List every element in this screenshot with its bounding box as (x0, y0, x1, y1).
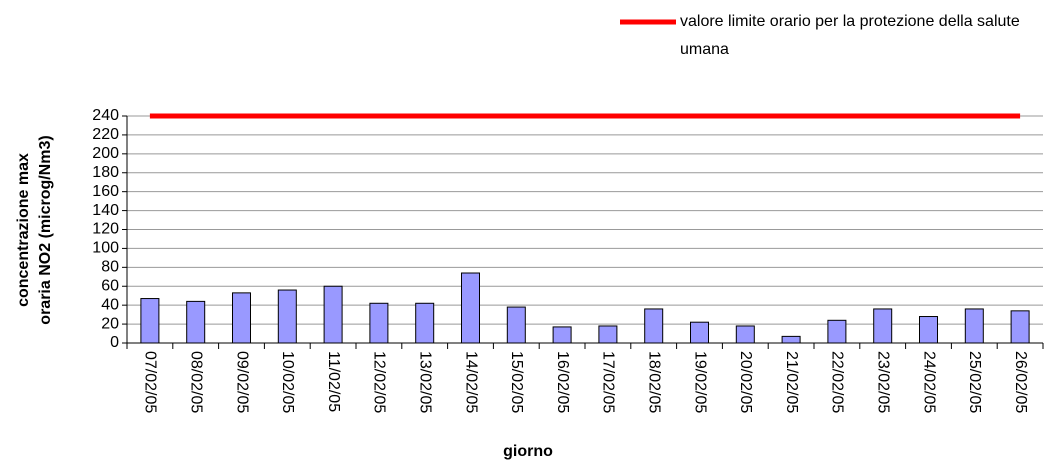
x-tick-label: 11/02/05 (325, 351, 342, 412)
x-tick-label: 23/02/05 (874, 351, 891, 413)
bar (919, 316, 938, 344)
bar (232, 292, 251, 344)
x-tick-label: 20/02/05 (737, 351, 754, 413)
bar (369, 302, 389, 344)
x-tick-label: 12/02/05 (371, 351, 388, 413)
x-tick-label: 14/02/05 (462, 351, 479, 413)
y-tick-label: 200 (92, 145, 119, 162)
x-tick-label: 15/02/05 (508, 351, 525, 413)
bar (873, 308, 893, 344)
x-tick-label: 22/02/05 (829, 351, 846, 413)
bar (415, 302, 435, 344)
bar (461, 272, 480, 344)
bar (552, 326, 572, 344)
y-tick-label: 140 (92, 202, 119, 219)
legend-label: valore limite orario per la protezione d… (680, 13, 1020, 58)
bar (690, 321, 709, 344)
y-axis-label: concentrazione max (15, 153, 32, 307)
y-tick-label: 40 (101, 296, 119, 313)
bar (277, 289, 297, 344)
y-tick-label: 60 (101, 277, 119, 294)
x-tick-label: 17/02/05 (600, 351, 617, 413)
y-tick-label: 0 (110, 334, 119, 351)
y-axis-label: oraria NO2 (microg/Nm3) (37, 135, 54, 324)
x-tick-label: 25/02/05 (966, 351, 983, 413)
x-tick-label: 24/02/05 (920, 351, 937, 413)
x-tick-label: 18/02/05 (645, 351, 662, 413)
y-tick-label: 120 (92, 221, 119, 238)
y-tick-label: 80 (101, 259, 119, 276)
x-tick-label: 09/02/05 (233, 351, 250, 413)
bar (781, 335, 801, 344)
x-tick-label: 13/02/05 (416, 351, 433, 413)
bar (964, 308, 984, 344)
y-tick-label: 100 (92, 240, 119, 257)
y-tick-label: 180 (92, 164, 119, 181)
bar (186, 300, 206, 344)
x-tick-label: 10/02/05 (279, 351, 296, 413)
x-tick-label: 19/02/05 (691, 351, 708, 413)
x-tick-label: 08/02/05 (187, 351, 204, 413)
bar (140, 298, 160, 344)
x-tick-label: 26/02/05 (1012, 351, 1029, 413)
x-axis-label: giorno (503, 443, 553, 460)
x-tick-label: 16/02/05 (554, 351, 571, 413)
y-tick-label: 240 (92, 107, 119, 124)
y-tick-label: 160 (92, 183, 119, 200)
bar (1010, 310, 1030, 344)
y-tick-label: 220 (92, 126, 119, 143)
y-tick-label: 20 (101, 315, 119, 332)
bar (735, 325, 755, 344)
bar (827, 319, 847, 344)
bar (644, 308, 664, 344)
bar (323, 285, 343, 344)
x-tick-label: 21/02/05 (783, 351, 800, 413)
bar (506, 306, 526, 344)
x-tick-label: 07/02/05 (142, 351, 159, 413)
bar (598, 325, 618, 344)
